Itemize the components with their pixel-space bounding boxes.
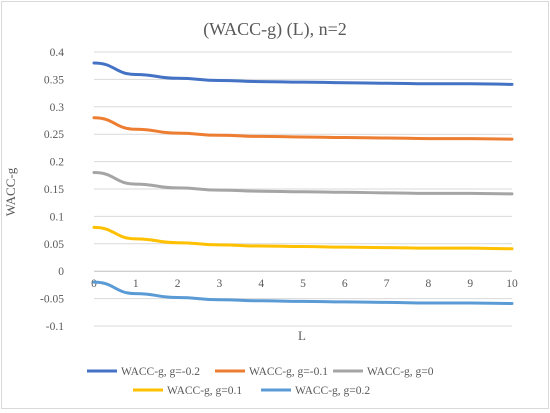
y-axis-label: WACC-g xyxy=(3,167,18,216)
legend: WACC-g, g=-0.2 WACC-g, g=-0.1 WACC-g, g=0 W… xyxy=(87,366,434,397)
legend-label: WACC-g, g=0.2 xyxy=(295,385,370,397)
y-tick-label: 0.4 xyxy=(50,47,65,59)
x-axis-label: L xyxy=(298,328,306,343)
x-tick-label: 7 xyxy=(384,278,390,290)
legend-label: WACC-g, g=-0.2 xyxy=(121,366,200,378)
x-tick-labels: 0 1 2 3 4 5 6 7 8 9 10 xyxy=(91,278,518,290)
x-tick-label: 9 xyxy=(467,278,473,290)
x-tick-label: 6 xyxy=(342,278,348,290)
legend-label: WACC-g, g=-0.1 xyxy=(249,366,328,378)
y-tick-label: 0 xyxy=(58,266,64,278)
chart-title: (WACC-g) (L), n=2 xyxy=(203,19,347,40)
legend-label: WACC-g, g=0.1 xyxy=(167,385,242,397)
y-tick-label: 0.3 xyxy=(50,102,65,114)
line-chart: (WACC-g) (L), n=2 WACC-g L 0.4 0.35 0.3 0.2… xyxy=(3,19,518,397)
x-tick-label: 4 xyxy=(258,278,264,290)
x-tick-label: 5 xyxy=(300,278,306,290)
x-tick-label: 2 xyxy=(175,278,181,290)
x-tick-label: 10 xyxy=(506,278,518,290)
series-line-3 xyxy=(92,171,514,196)
y-tick-label: -0.05 xyxy=(40,294,64,306)
gridlines xyxy=(94,51,512,327)
y-tick-labels: 0.4 0.35 0.3 0.25 0.2 0.15 0.1 0.05 0 -0.05 -0.1 xyxy=(40,47,64,333)
series-line-5 xyxy=(92,280,514,306)
y-tick-label: 0.05 xyxy=(44,239,64,251)
series-line-2 xyxy=(92,116,514,141)
series-line-4 xyxy=(92,225,514,251)
legend-label: WACC-g, g=0 xyxy=(367,366,434,378)
y-tick-label: 0.2 xyxy=(50,157,65,169)
series-line-1 xyxy=(92,61,514,86)
x-tick-label: 1 xyxy=(133,278,139,290)
series-lines xyxy=(92,61,514,306)
y-tick-label: 0.25 xyxy=(44,129,64,141)
y-tick-label: 0.1 xyxy=(50,211,65,223)
y-tick-label: 0.15 xyxy=(44,184,64,196)
x-tick-label: 3 xyxy=(217,278,223,290)
y-tick-label: 0.35 xyxy=(44,74,64,86)
x-tick-label: 0 xyxy=(91,278,97,290)
x-tick-label: 8 xyxy=(426,278,432,290)
y-tick-label: -0.1 xyxy=(46,321,64,333)
